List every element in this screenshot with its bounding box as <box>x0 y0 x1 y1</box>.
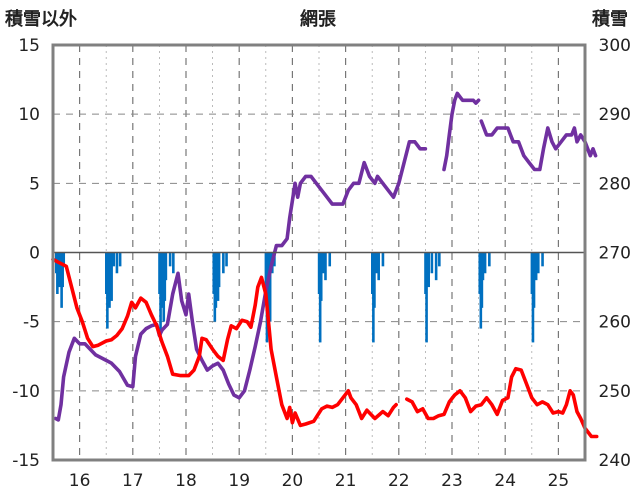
left-tick-label: 10 <box>18 105 40 125</box>
bar-57 <box>434 252 438 281</box>
plot-frame <box>51 43 587 462</box>
bar-68 <box>534 252 538 281</box>
bar-28 <box>214 252 218 308</box>
right-tick-label: 240 <box>599 451 631 471</box>
bar-44 <box>322 252 325 274</box>
x-tick-label: 17 <box>122 471 144 491</box>
bar-45 <box>324 252 327 281</box>
blue-bar-series <box>54 252 544 343</box>
red-line-seg-1 <box>405 366 599 439</box>
tick-labels: 15 10 5 0 -5 -10 -15 300 290 280 270 260 250 240 16 17 1… <box>12 36 631 491</box>
bar-46 <box>328 252 332 267</box>
x-tick-label: 22 <box>388 471 410 491</box>
left-tick-label: 0 <box>29 244 40 264</box>
bar-9 <box>106 252 109 329</box>
bar-19 <box>160 252 163 308</box>
bar-24 <box>168 252 172 267</box>
bar-69 <box>536 252 540 274</box>
bar-38 <box>268 252 272 322</box>
chart-title: 網張 <box>300 8 337 30</box>
bar-13 <box>110 252 113 301</box>
bar-23 <box>164 252 168 281</box>
bar-64 <box>488 252 491 267</box>
red-line-seg-0 <box>51 257 398 428</box>
left-tick-label: 15 <box>18 36 40 56</box>
bar-6 <box>61 252 64 288</box>
right-tick-label: 280 <box>599 174 631 194</box>
bar-61 <box>480 252 484 308</box>
bar-56 <box>430 252 434 274</box>
purple-line-seg-2 <box>479 119 598 172</box>
bar-16 <box>118 252 122 267</box>
x-tick-label: 21 <box>335 471 357 491</box>
bar-62 <box>481 252 485 281</box>
bar-70 <box>541 252 544 267</box>
bar-32 <box>222 252 225 274</box>
x-tick-label: 25 <box>548 471 570 491</box>
x-tick-label: 20 <box>282 471 304 491</box>
bar-51 <box>377 252 380 281</box>
bar-50 <box>375 252 378 274</box>
bar-15 <box>115 252 119 274</box>
right-tick-label: 270 <box>599 244 631 264</box>
purple-line-seg-1 <box>442 91 481 172</box>
bar-52 <box>381 252 385 267</box>
left-tick-label: -15 <box>12 451 40 471</box>
right-tick-label: 300 <box>599 36 631 56</box>
bar-14 <box>112 252 116 267</box>
bar-25 <box>172 252 175 274</box>
bar-43 <box>319 252 323 301</box>
left-axis-label: 積雪以外 <box>4 8 77 30</box>
bar-58 <box>438 252 441 267</box>
bar-1 <box>56 252 59 294</box>
right-axis-label: 積雪 <box>591 8 628 30</box>
bar-55 <box>427 252 430 288</box>
bar-33 <box>225 252 228 267</box>
left-tick-label: -10 <box>12 382 40 402</box>
left-tick-label: 5 <box>29 174 40 194</box>
x-tick-label: 23 <box>441 471 463 491</box>
bar-7 <box>62 252 66 267</box>
purple-line-seg-0 <box>53 140 428 422</box>
bar-31 <box>217 252 221 288</box>
bar-63 <box>483 252 487 274</box>
right-tick-label: 250 <box>599 382 631 402</box>
bar-54 <box>425 252 428 343</box>
bar-49 <box>373 252 376 308</box>
line-series-group <box>51 91 599 439</box>
right-tick-label: 260 <box>599 313 631 333</box>
x-tick-label: 19 <box>228 471 250 491</box>
bar-11 <box>108 252 111 308</box>
left-tick-label: -5 <box>23 313 40 333</box>
bar-67 <box>532 252 536 308</box>
x-tick-label: 24 <box>494 471 516 491</box>
right-tick-label: 290 <box>599 105 631 125</box>
x-tick-label: 18 <box>175 471 197 491</box>
x-tick-label: 16 <box>69 471 91 491</box>
